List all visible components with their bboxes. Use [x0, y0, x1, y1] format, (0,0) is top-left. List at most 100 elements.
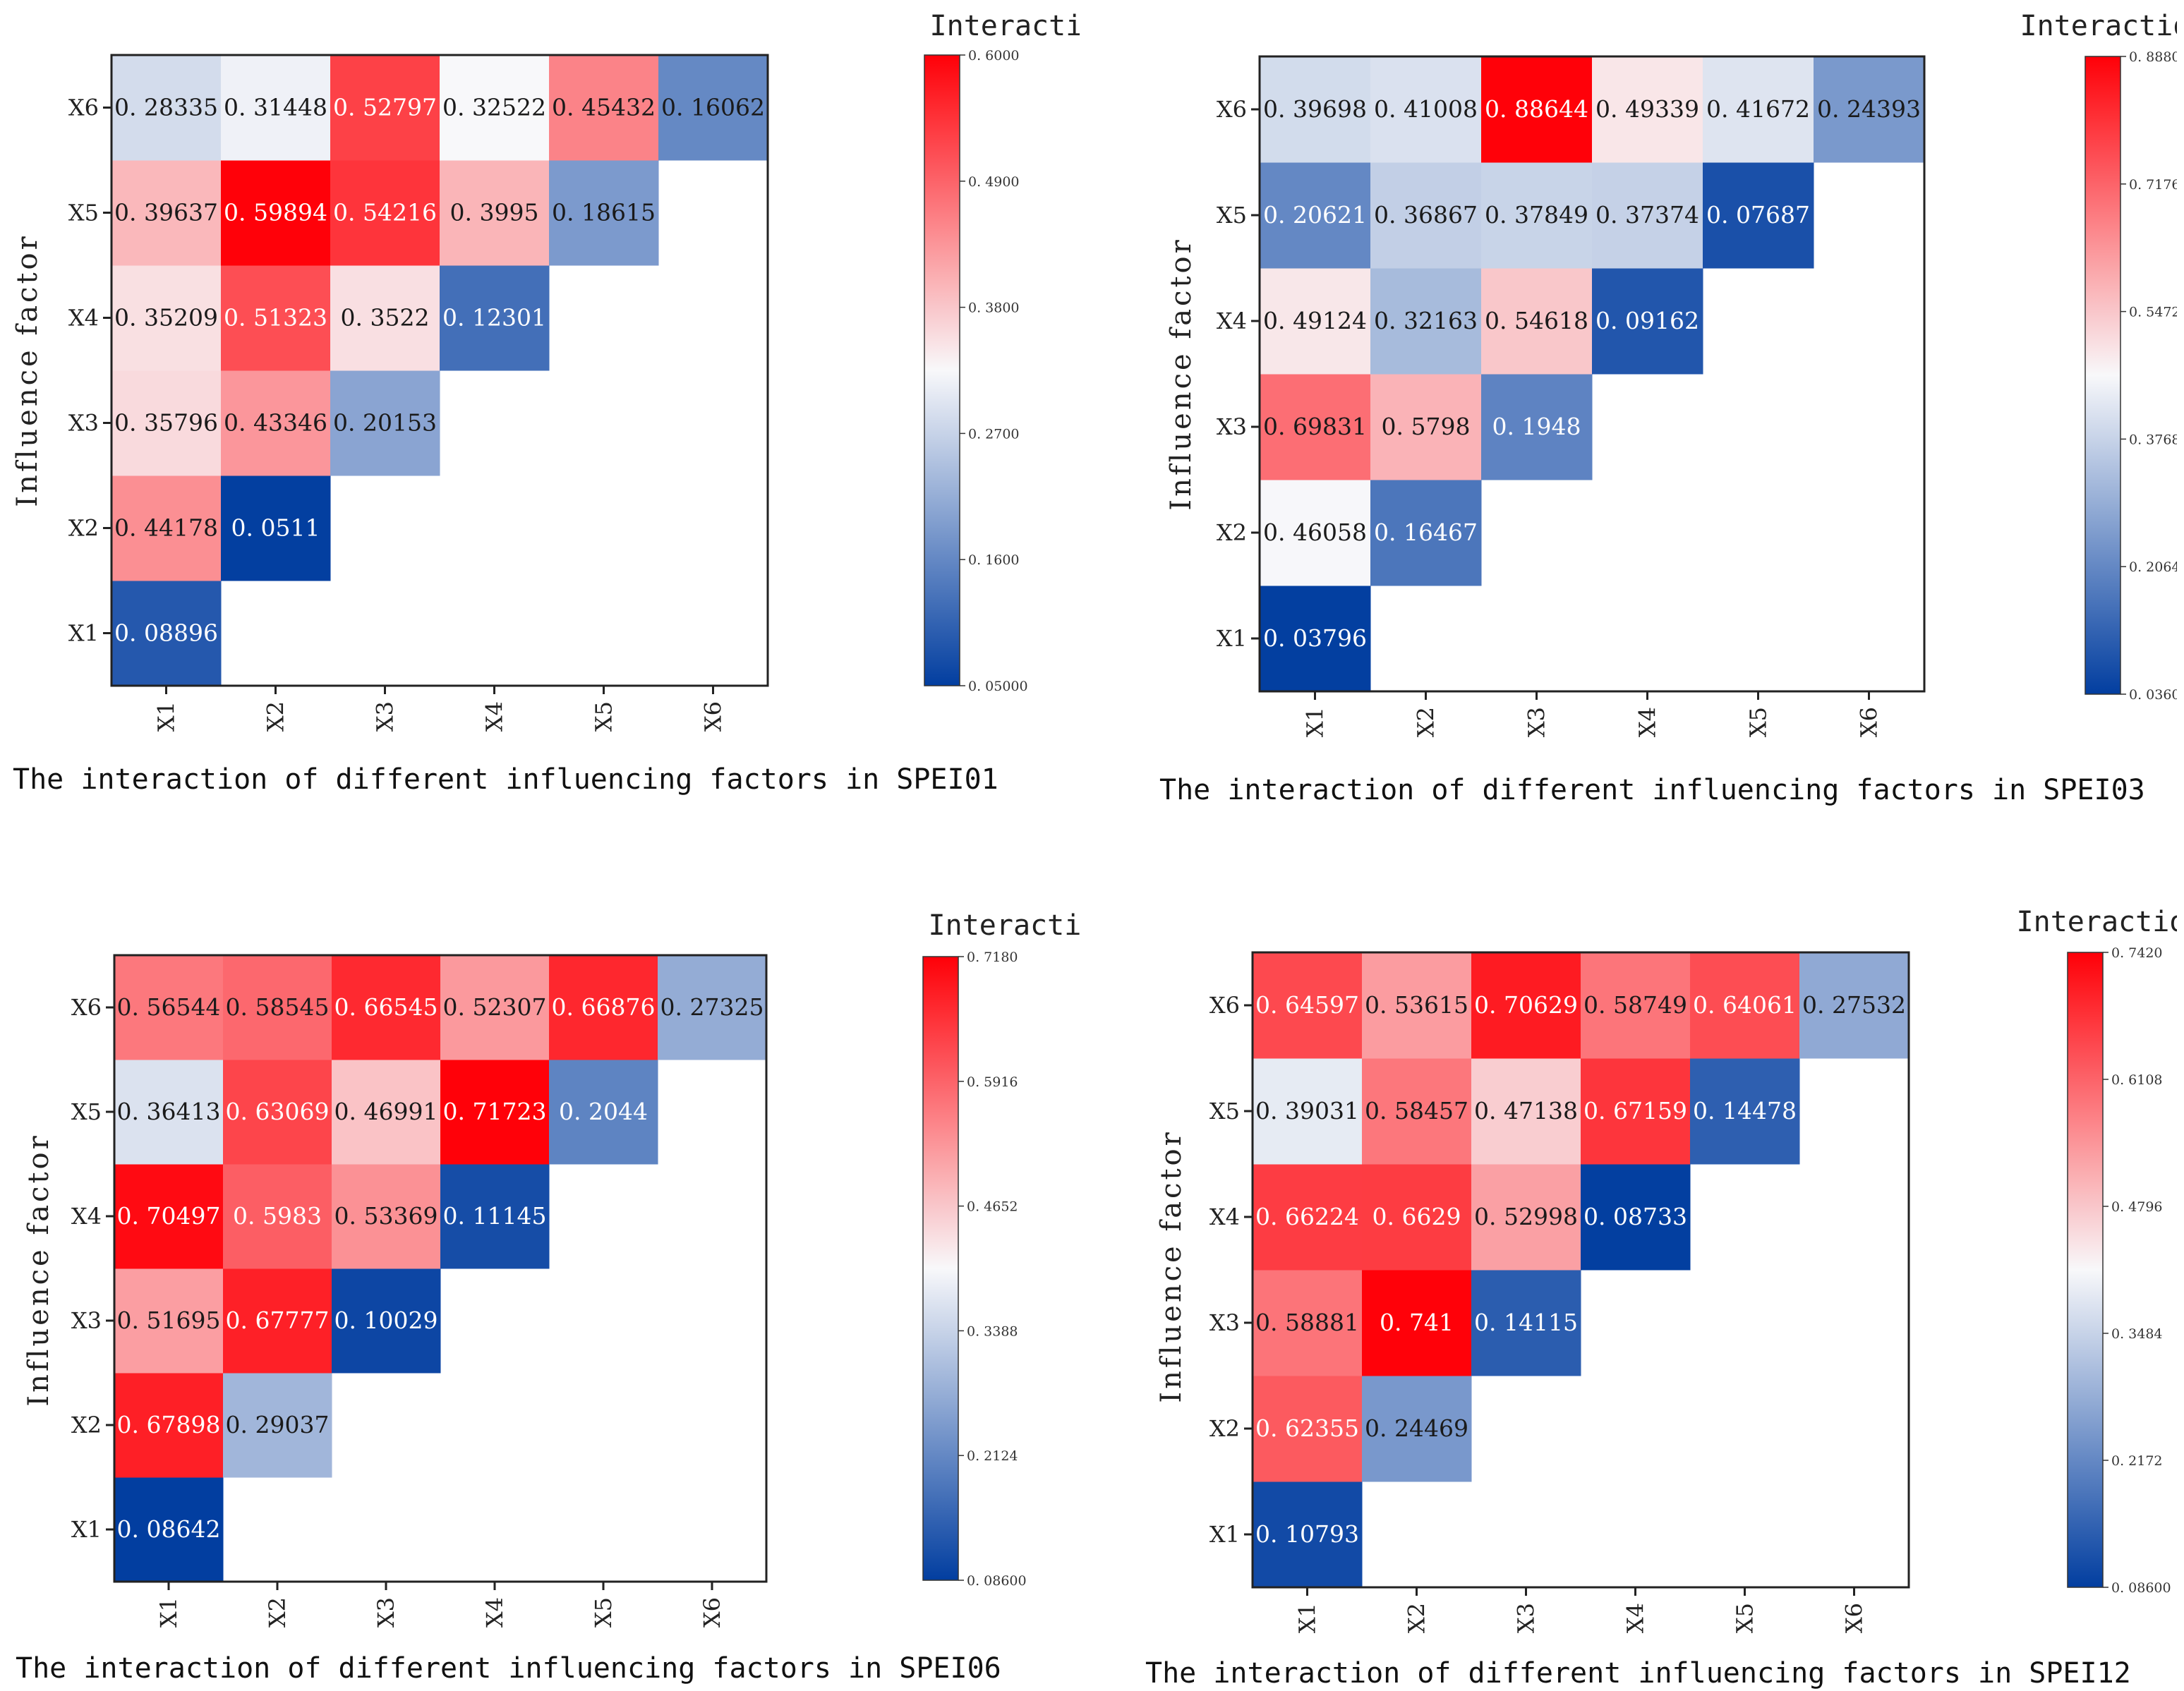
- y-tick-label: X6: [1217, 96, 1247, 123]
- cell-value-label: 0. 64597: [1255, 991, 1359, 1019]
- heatmap-cell: [1703, 162, 1814, 269]
- x-tick-label: X3: [372, 701, 399, 732]
- y-axis-label: Influence factor: [11, 234, 44, 507]
- plot-frame: [1251, 951, 1910, 1589]
- colorbar-tick-label: 0. 4900: [968, 174, 1020, 190]
- colorbar-tick-label: 0. 3388: [967, 1323, 1018, 1339]
- x-tick-label: X4: [1622, 1603, 1649, 1633]
- x-tick-label: X2: [264, 1597, 291, 1628]
- x-tick-label: X5: [591, 701, 617, 732]
- heatmap-panel-spei01: 0. 08896 0. 44178 0. 0511 0. 35796 0. 43346 0…: [0, 0, 1080, 818]
- cell-value-label: 0. 70497: [117, 1202, 221, 1230]
- cell-value-label: 0. 44178: [114, 514, 218, 542]
- cell-value-label: 0. 67777: [226, 1307, 330, 1334]
- heatmap-cell: [1253, 1481, 1363, 1588]
- cell-value-label: 0. 27532: [1802, 991, 1906, 1019]
- x-tick-label: X3: [1513, 1603, 1540, 1633]
- heatmap-cell: [1260, 374, 1371, 480]
- heatmap-cell: [1370, 374, 1482, 480]
- y-tick-label: X2: [1217, 519, 1247, 546]
- heatmap-cell: [330, 160, 440, 266]
- colorbar-tick-label: 0. 3768: [2129, 432, 2177, 447]
- cell-value-label: 0. 46058: [1263, 519, 1367, 546]
- cell-value-label: 0. 71723: [443, 1098, 547, 1125]
- heatmap-cell: [1260, 586, 1371, 692]
- x-tick-label: X5: [590, 1597, 617, 1628]
- heatmap-cell: [1592, 56, 1703, 163]
- cell-value-label: 0. 66876: [552, 993, 656, 1021]
- heatmap-cell: [221, 370, 331, 476]
- y-axis-label: Influence factor: [23, 1133, 55, 1406]
- heatmap-cell: [221, 160, 331, 266]
- heatmap-cell: [330, 370, 440, 476]
- x-tick-label: X4: [1634, 707, 1661, 737]
- y-tick-label: X4: [68, 305, 99, 332]
- colorbar-tick-label: 0. 2124: [967, 1448, 1018, 1464]
- heatmap-cell: [332, 1060, 441, 1165]
- y-axis-label: Influence factor: [1155, 1129, 1188, 1402]
- y-tick-label: X1: [1217, 625, 1247, 652]
- heatmap-cell: [1362, 1376, 1472, 1482]
- cell-value-label: 0. 53615: [1365, 991, 1468, 1019]
- y-tick-label: X5: [1209, 1098, 1240, 1125]
- cell-value-label: 0. 70629: [1474, 991, 1578, 1019]
- y-tick-label: X3: [1217, 413, 1247, 440]
- y-tick-label: X2: [68, 515, 99, 542]
- colorbar-tick-label: 0. 7420: [2111, 945, 2163, 961]
- x-tick-label: X1: [155, 1597, 182, 1628]
- cell-value-label: 0. 32522: [442, 94, 546, 121]
- plot-frame: [110, 54, 769, 687]
- x-tick-label: X3: [1524, 707, 1550, 737]
- heatmap-cell: [440, 1164, 550, 1269]
- heatmap-cell: [440, 265, 550, 371]
- x-tick-label: X1: [153, 701, 180, 732]
- heatmap-cell: [549, 160, 659, 266]
- cell-value-label: 0. 18615: [552, 199, 656, 226]
- heatmap-spei12: 0. 10793 0. 62355 0. 24469 0. 58881 0. 741 0.…: [1145, 906, 2177, 1690]
- cell-value-label: 0. 54216: [333, 199, 437, 226]
- y-tick-label: X5: [71, 1098, 102, 1125]
- heatmap-cell: [1253, 1376, 1363, 1482]
- y-tick-label: X5: [1217, 202, 1247, 229]
- cell-value-label: 0. 58545: [226, 993, 330, 1021]
- cell-value-label: 0. 39637: [114, 199, 218, 226]
- cell-value-label: 0. 67159: [1583, 1097, 1687, 1125]
- heatmap-cells: 0. 03796 0. 46058 0. 16467 0. 69831 0. 5798 0…: [1260, 56, 1925, 692]
- heatmap-cell: [1481, 56, 1593, 163]
- y-tick-label: X3: [1209, 1309, 1240, 1336]
- cell-value-label: 0. 62355: [1255, 1414, 1359, 1442]
- heatmap-cell: [114, 1373, 224, 1478]
- y-tick-label: X4: [1217, 308, 1247, 334]
- cell-value-label: 0. 08896: [114, 619, 218, 647]
- x-tick-label: X4: [481, 701, 508, 732]
- cell-value-label: 0. 56544: [117, 993, 221, 1021]
- heatmap-cell: [1260, 162, 1371, 269]
- heatmap-cell: [223, 955, 332, 1060]
- cell-value-label: 0. 39698: [1263, 95, 1367, 123]
- heatmap-cell: [1260, 268, 1371, 375]
- heatmap-cell: [114, 1164, 224, 1269]
- cell-value-label: 0. 51323: [224, 304, 327, 332]
- heatmap-cell: [114, 1060, 224, 1165]
- cell-value-label: 0. 58881: [1255, 1309, 1359, 1336]
- heatmap-cells: 0. 08642 0. 67898 0. 29037 0. 51695 0. 67777…: [114, 955, 767, 1582]
- cell-value-label: 0. 10029: [334, 1307, 438, 1334]
- plot-frame: [1258, 55, 1926, 693]
- y-tick-label: X1: [71, 1516, 102, 1543]
- cell-value-label: 0. 53369: [334, 1202, 438, 1230]
- chart-caption: The interaction of different influencing…: [1145, 1657, 2131, 1690]
- cell-value-label: 0. 51695: [117, 1307, 221, 1334]
- colorbar-tick-label: 0. 5472: [2129, 305, 2177, 320]
- cell-value-label: 0. 54618: [1485, 307, 1588, 334]
- colorbar-tick-label: 0. 03600: [2129, 687, 2177, 703]
- cell-value-label: 0. 11145: [443, 1202, 547, 1230]
- heatmap-cell: [1471, 1270, 1581, 1376]
- heatmap-cell: [1481, 162, 1593, 269]
- heatmap-cell: [332, 1164, 441, 1269]
- heatmap-cell: [658, 55, 768, 161]
- heatmap-panel-spei03: 0. 03796 0. 46058 0. 16467 0. 69831 0. 5798 0…: [1097, 0, 2177, 829]
- cell-value-label: 0. 03796: [1263, 624, 1367, 652]
- heatmap-cell: [1471, 952, 1581, 1059]
- colorbar-tick-label: 0. 4796: [2111, 1199, 2163, 1215]
